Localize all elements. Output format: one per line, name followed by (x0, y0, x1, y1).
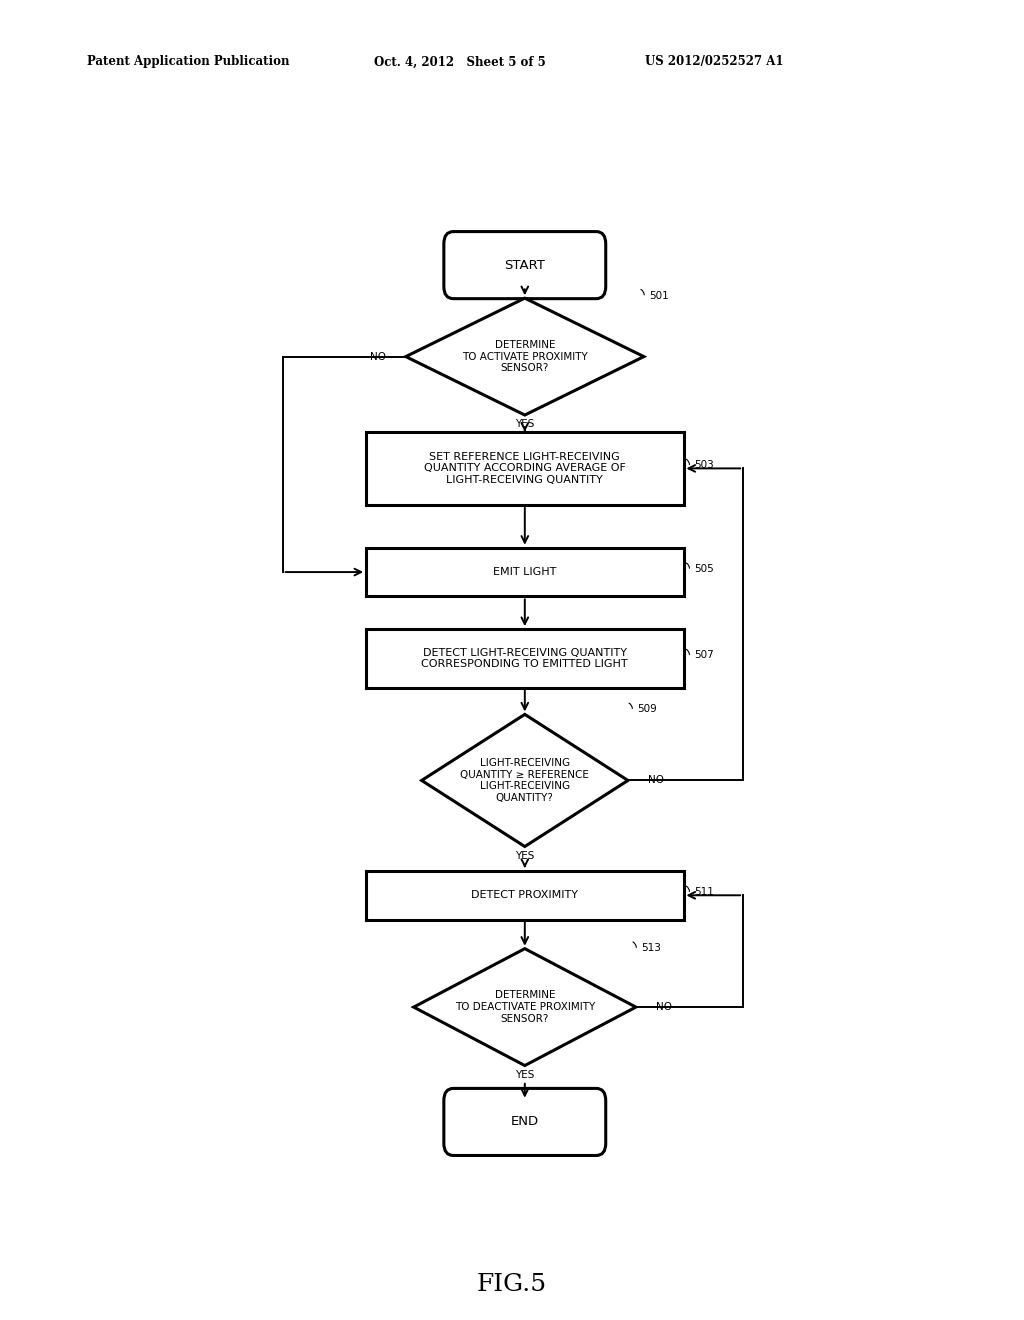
Text: NO: NO (370, 351, 386, 362)
Text: 503: 503 (694, 461, 715, 470)
Bar (367, 548, 684, 597)
Text: EMIT LIGHT: EMIT LIGHT (494, 568, 556, 577)
Text: NO: NO (655, 1002, 672, 1012)
Bar (367, 871, 684, 920)
Text: DETERMINE
TO DEACTIVATE PROXIMITY
SENSOR?: DETERMINE TO DEACTIVATE PROXIMITY SENSOR… (455, 990, 595, 1024)
Text: START: START (505, 259, 545, 272)
Text: YES: YES (515, 420, 535, 429)
Text: 505: 505 (694, 564, 715, 574)
FancyBboxPatch shape (443, 231, 606, 298)
Polygon shape (414, 949, 636, 1065)
Text: DETERMINE
TO ACTIVATE PROXIMITY
SENSOR?: DETERMINE TO ACTIVATE PROXIMITY SENSOR? (462, 341, 588, 374)
Text: SET REFERENCE LIGHT-RECEIVING
QUANTITY ACCORDING AVERAGE OF
LIGHT-RECEIVING QUAN: SET REFERENCE LIGHT-RECEIVING QUANTITY A… (424, 451, 626, 484)
Polygon shape (422, 714, 628, 846)
FancyBboxPatch shape (443, 1089, 606, 1155)
Bar (367, 630, 684, 688)
Text: DETECT PROXIMITY: DETECT PROXIMITY (471, 890, 579, 900)
Text: 507: 507 (694, 651, 715, 660)
Text: 509: 509 (638, 705, 657, 714)
Text: LIGHT-RECEIVING
QUANTITY ≥ REFERENCE
LIGHT-RECEIVING
QUANTITY?: LIGHT-RECEIVING QUANTITY ≥ REFERENCE LIG… (461, 758, 589, 803)
Text: FIG.5: FIG.5 (477, 1274, 547, 1296)
Text: YES: YES (515, 850, 535, 861)
Text: Oct. 4, 2012   Sheet 5 of 5: Oct. 4, 2012 Sheet 5 of 5 (374, 55, 546, 69)
Text: DETECT LIGHT-RECEIVING QUANTITY
CORRESPONDING TO EMITTED LIGHT: DETECT LIGHT-RECEIVING QUANTITY CORRESPO… (422, 648, 628, 669)
Text: NO: NO (648, 775, 664, 785)
Text: US 2012/0252527 A1: US 2012/0252527 A1 (645, 55, 783, 69)
Text: YES: YES (515, 1069, 535, 1080)
Bar (367, 432, 684, 506)
Polygon shape (406, 298, 644, 414)
Text: 513: 513 (641, 944, 662, 953)
Text: END: END (511, 1115, 539, 1129)
Text: 511: 511 (694, 887, 715, 898)
Text: 501: 501 (649, 290, 669, 301)
Text: Patent Application Publication: Patent Application Publication (87, 55, 290, 69)
